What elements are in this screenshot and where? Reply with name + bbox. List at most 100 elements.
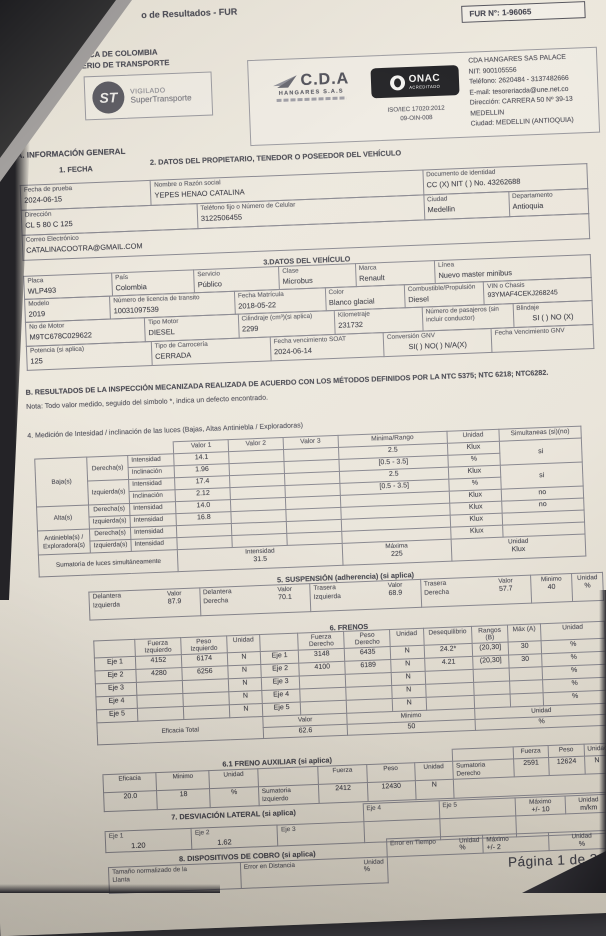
aux-header-fuerza: Fuerza <box>318 764 368 785</box>
header-fuerza-izq: Fuerza Izquierdo <box>134 637 182 657</box>
empty-cell <box>257 766 319 788</box>
header-desequilibrio: Desequilibrio <box>423 626 473 646</box>
iso-lines: ISO/IEC 17020:2012 09-OIN-008 <box>368 103 465 125</box>
cell-departamento: Departamento Antioquia <box>508 188 589 217</box>
aux-izq-unidad: N <box>415 779 454 800</box>
deviation-max: Máximo +/- 10 <box>514 795 567 816</box>
heading-fecha: 1. FECHA <box>58 164 93 175</box>
side-izquierda: Izquierda(s) <box>87 479 130 506</box>
field-value: Microbus <box>282 275 313 286</box>
empty-cell <box>508 666 543 682</box>
cda-logo: C.D.A HANGARES S.A.S <box>254 61 369 141</box>
aux-sum-izq-label: Sumatoria Izquierdo <box>258 784 320 806</box>
side-derecha: Derecha(s) <box>86 455 129 482</box>
error-distancia-cell: Error en Distancia Unidad% <box>240 856 389 889</box>
val: N <box>392 684 426 699</box>
field-label: Número de pasajeros (sin incluir conduct… <box>425 305 499 324</box>
val: N <box>227 664 262 679</box>
aux-minimo-label: Minimo <box>156 770 210 792</box>
cda-swoosh-icon <box>272 75 297 89</box>
lights-table: Valor 1 Valor 2 Valor 3 Minima/Rango Uni… <box>34 426 587 578</box>
header-max: Máx (A) <box>507 623 542 643</box>
aux-unidad-value: % <box>209 787 259 808</box>
header-unidad: Unidad <box>226 634 261 653</box>
empty-cell <box>509 692 544 707</box>
onac-sub: ACREDITADO <box>409 83 441 90</box>
field-label: Fecha Vencimiento GNV <box>494 327 565 337</box>
section-b-note: Nota: Todo valor medido, seguido del sim… <box>26 394 269 411</box>
field-value: Diesel <box>408 294 429 305</box>
sumatoria-maxima: Máxima 225 <box>341 539 452 566</box>
field-value: Colombia <box>115 282 147 293</box>
header-rangos: Rangos (B) <box>471 625 508 644</box>
header-fuerza-der: Fuerza Derecho <box>297 631 345 651</box>
val: N <box>390 645 425 660</box>
fur-value: 1-96065 <box>501 7 532 18</box>
aux-eficacia-value: 20.0 <box>103 791 158 812</box>
sim-cell: si <box>500 462 584 490</box>
val: 30 <box>507 640 542 656</box>
owner-table: Fecha de prueba 2024-06-15 Nombre o Razón… <box>20 163 590 261</box>
susp-tra-izq: Trasera Izquierda Valor 68.9 <box>309 579 422 612</box>
group-altas: Alta(s) <box>36 505 90 532</box>
fur-label: FUR N°: <box>469 8 500 19</box>
aux-izq-peso: 12430 <box>367 781 416 802</box>
val: N <box>391 671 426 686</box>
vehicle-table: Placa WLP493 País Colombia Servicio Público… <box>23 254 594 371</box>
header-peso-der: Peso Derecho <box>343 629 391 649</box>
onac-badge: ONAC ACREDITADO <box>370 65 460 99</box>
heading-datos-propietario: 2. DATOS DEL PROPIETARIO, TENEDOR O POSE… <box>149 148 402 167</box>
aux-der-fuerza: 2591 <box>513 757 550 778</box>
susp-tra-der: Trasera Derecha Valor 57.7 <box>420 575 532 608</box>
aux-minimo-value: 18 <box>156 788 211 810</box>
form-content: o de Resultados - FUR FUR N°: 1-96065 RE… <box>16 1 606 894</box>
section-b-title: B. RESULTADOS DE LA INSPECCIÓN MECANIZAD… <box>25 367 549 397</box>
val: N <box>229 703 263 718</box>
onac-name: ONAC <box>408 72 441 85</box>
sim-cell: si <box>499 438 583 466</box>
cell-carroceria: Tipo de Carrocería CERRADA <box>151 336 271 366</box>
cell-potencia: Potencia (si aplica) 125 <box>26 341 152 371</box>
cda-name: C.D.A <box>300 70 350 90</box>
susp-del-izq: Delantera Izquierda Valor 87.9 <box>88 587 201 621</box>
field-value: Antioquia <box>512 200 544 212</box>
empty-header <box>93 639 136 658</box>
st-line2: SuperTransporte <box>130 93 192 105</box>
cell-venc-gnv: Fecha Vencimiento GNV <box>490 324 594 353</box>
aux-der-peso: 12624 <box>548 756 585 776</box>
aux-unidad-label: Unidad <box>209 768 259 789</box>
cell-gnv: Conversión GNV SI( ) NO( ) N/A(X) <box>383 328 492 357</box>
cda-tagline-bar <box>276 96 347 102</box>
company-info: CDA HANGARES SAS PALACE NIT: 900105556 T… <box>462 52 593 133</box>
field-value: WLP493 <box>27 285 57 296</box>
field-value: 231732 <box>338 319 364 330</box>
cell-soat: Fecha vencimiento SOAT 2024-06-14 <box>270 332 385 361</box>
empty-cell <box>509 679 544 695</box>
onac-block: ONAC ACREDITADO ISO/IEC 17020:2012 09-OI… <box>366 57 465 137</box>
form-title: o de Resultados - FUR <box>141 6 238 21</box>
supertransporte-logo: ST VIGILADO SuperTransporte <box>83 71 214 121</box>
right-edge-shadow <box>599 590 606 860</box>
sumatoria-unidad: Unidad Klux <box>451 534 586 562</box>
field-value: 2018-05-22 <box>238 300 277 311</box>
aux-sum-der-label: Sumatoria Derecho <box>452 758 514 780</box>
val: N <box>228 677 262 692</box>
aux-header-unidad: Unidad <box>414 761 454 782</box>
onac-icon <box>389 74 406 91</box>
section-a-title: A. INFORMACIÓN GENERAL <box>16 146 126 161</box>
charging-unit: Unidad% <box>548 830 606 851</box>
aux-header-peso: Peso <box>366 762 416 783</box>
brakes-table: Fuerza Izquierdo Peso Izquierdo Unidad F… <box>93 621 606 746</box>
val: N <box>228 690 263 705</box>
field-value: Renault <box>359 273 385 283</box>
group-antiniebla: Antiniebla(s) / Exploradora(s) <box>37 529 91 556</box>
header-unidad: Unidad <box>389 628 424 647</box>
aux-eficacia-label: Eficacia <box>102 772 157 794</box>
aux-izq-fuerza: 2412 <box>318 782 368 804</box>
field-value: Blanco glacial <box>328 296 375 308</box>
bottom-edge-shadow <box>0 884 220 893</box>
field-value: Medellin <box>427 204 456 215</box>
susp-minimo: Minimo 40 <box>530 573 573 604</box>
field-value: DIESEL <box>148 327 175 338</box>
